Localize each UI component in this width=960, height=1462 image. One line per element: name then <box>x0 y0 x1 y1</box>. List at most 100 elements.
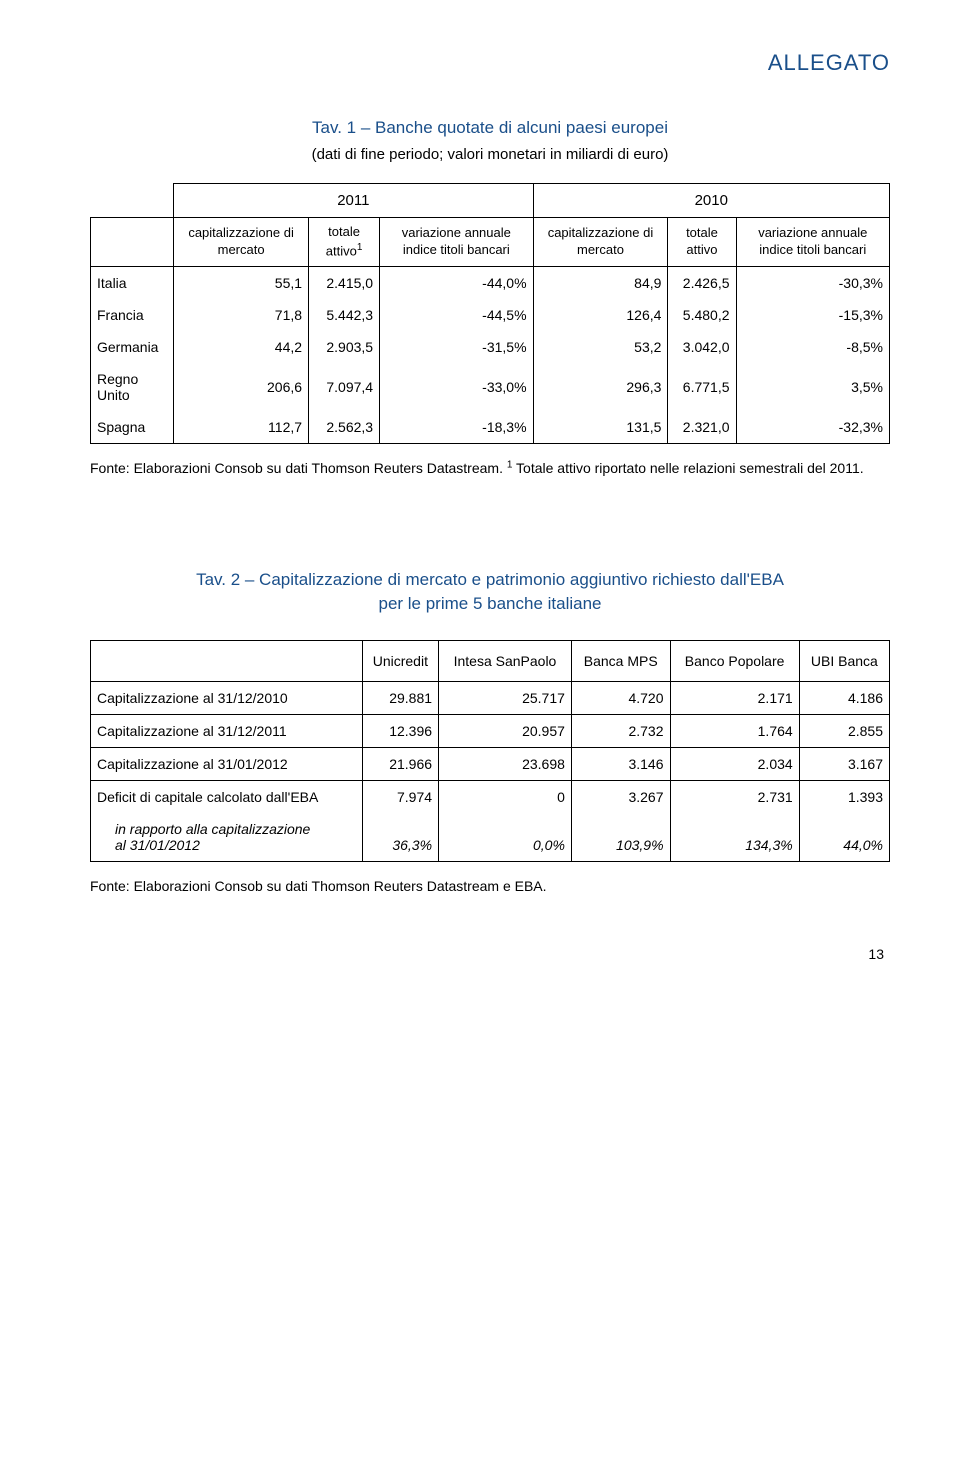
t2-r3-v1: 23.698 <box>439 747 572 780</box>
table-row: Capitalizzazione al 31/12/2010 29.881 25… <box>91 681 890 714</box>
t1-r1-c: Francia <box>91 299 174 331</box>
table2-h3: Banco Popolare <box>670 640 799 681</box>
t2-r5-v0: 36,3% <box>362 813 438 862</box>
t1-r1-v1: 5.442,3 <box>309 299 380 331</box>
t2-r5-v1: 0,0% <box>439 813 572 862</box>
table1-source-post: Totale attivo riportato nelle relazioni … <box>512 460 863 476</box>
t2-r4-label: Deficit di capitale calcolato dall'EBA <box>91 780 363 813</box>
t1-r3-v5: 3,5% <box>736 363 889 411</box>
t2-r4-v4: 1.393 <box>799 780 889 813</box>
t2-r2-v4: 2.855 <box>799 714 889 747</box>
t1-r3-c: Regno Unito <box>91 363 174 411</box>
t1-r2-v4: 3.042,0 <box>668 331 736 363</box>
t2-r2-label: Capitalizzazione al 31/12/2011 <box>91 714 363 747</box>
t1-r4-v4: 2.321,0 <box>668 411 736 444</box>
document-header: ALLEGATO <box>90 50 890 76</box>
t1-r4-v3: 131,5 <box>533 411 668 444</box>
table2-title: Tav. 2 – Capitalizzazione di mercato e p… <box>90 568 890 616</box>
t1-r2-v3: 53,2 <box>533 331 668 363</box>
table-row: Regno Unito 206,6 7.097,4 -33,0% 296,3 6… <box>91 363 890 411</box>
t1-r2-v1: 2.903,5 <box>309 331 380 363</box>
t1-r4-v1: 2.562,3 <box>309 411 380 444</box>
table1-source: Fonte: Elaborazioni Consob su dati Thoms… <box>90 458 890 478</box>
table2-title-l2: per le prime 5 banche italiane <box>378 594 601 613</box>
spacer <box>90 478 890 568</box>
t2-r2-v0: 12.396 <box>362 714 438 747</box>
t1-r0-v1: 2.415,0 <box>309 266 380 299</box>
page-number: 13 <box>90 946 890 962</box>
t1-r1-v5: -15,3% <box>736 299 889 331</box>
table-row: Capitalizzazione al 31/01/2012 21.966 23… <box>91 747 890 780</box>
t1-r4-v5: -32,3% <box>736 411 889 444</box>
t2-r2-v2: 2.732 <box>571 714 670 747</box>
t1-r1-v0: 71,8 <box>174 299 309 331</box>
table2-h1: Intesa SanPaolo <box>439 640 572 681</box>
t2-r5-label-l1: in rapporto alla capitalizzazione <box>115 821 310 837</box>
t2-r1-v4: 4.186 <box>799 681 889 714</box>
t1-r4-c: Spagna <box>91 411 174 444</box>
page-container: ALLEGATO Tav. 1 – Banche quotate di alcu… <box>0 0 960 1002</box>
t2-r5-label-l2: al 31/01/2012 <box>115 837 200 853</box>
t1-r3-v4: 6.771,5 <box>668 363 736 411</box>
gap <box>90 622 890 640</box>
t1-r3-v3: 296,3 <box>533 363 668 411</box>
table1-year-2011: 2011 <box>174 183 533 217</box>
t1-r0-v4: 2.426,5 <box>668 266 736 299</box>
table2-body: Capitalizzazione al 31/12/2010 29.881 25… <box>91 681 890 861</box>
t2-r4-v0: 7.974 <box>362 780 438 813</box>
t1-r4-v0: 112,7 <box>174 411 309 444</box>
table2-h2: Banca MPS <box>571 640 670 681</box>
t2-r5-v3: 134,3% <box>670 813 799 862</box>
table1-title: Tav. 1 – Banche quotate di alcuni paesi … <box>90 116 890 140</box>
table-row: Capitalizzazione al 31/12/2011 12.396 20… <box>91 714 890 747</box>
table1-body: Italia 55,1 2.415,0 -44,0% 84,9 2.426,5 … <box>91 266 890 443</box>
t1-r3-v0: 206,6 <box>174 363 309 411</box>
t1-r0-v3: 84,9 <box>533 266 668 299</box>
t1-r1-v3: 126,4 <box>533 299 668 331</box>
table-row: Spagna 112,7 2.562,3 -18,3% 131,5 2.321,… <box>91 411 890 444</box>
table-row: Deficit di capitale calcolato dall'EBA 7… <box>91 780 890 813</box>
table1-h-var2: variazione annuale indice titoli bancari <box>736 217 889 266</box>
t2-r2-v3: 1.764 <box>670 714 799 747</box>
t1-r0-v2: -44,0% <box>380 266 533 299</box>
t2-r3-v4: 3.167 <box>799 747 889 780</box>
table1-h-cap1: capitalizzazione di mercato <box>174 217 309 266</box>
t1-r0-v5: -30,3% <box>736 266 889 299</box>
t2-r4-v3: 2.731 <box>670 780 799 813</box>
table1-source-pre: Fonte: Elaborazioni Consob su dati Thoms… <box>90 460 507 476</box>
t1-r1-v4: 5.480,2 <box>668 299 736 331</box>
table-row: in rapporto alla capitalizzazione al 31/… <box>91 813 890 862</box>
t2-r3-label: Capitalizzazione al 31/01/2012 <box>91 747 363 780</box>
table-row: Germania 44,2 2.903,5 -31,5% 53,2 3.042,… <box>91 331 890 363</box>
t1-r1-v2: -44,5% <box>380 299 533 331</box>
table1-h-attivo1-text: totale attivo <box>326 224 360 258</box>
t2-r5-v4: 44,0% <box>799 813 889 862</box>
table1-h-var1: variazione annuale indice titoli bancari <box>380 217 533 266</box>
t1-r3-v1: 7.097,4 <box>309 363 380 411</box>
table1-rowhdr-blank <box>91 217 174 266</box>
table2-source: Fonte: Elaborazioni Consob su dati Thoms… <box>90 876 890 896</box>
table2-title-l1: Tav. 2 – Capitalizzazione di mercato e p… <box>196 570 784 589</box>
table1-subtitle: (dati di fine periodo; valori monetari i… <box>90 146 890 163</box>
table1-h-attivo2: totale attivo <box>668 217 736 266</box>
t2-r3-v2: 3.146 <box>571 747 670 780</box>
t2-r4-v1: 0 <box>439 780 572 813</box>
t1-r0-c: Italia <box>91 266 174 299</box>
t1-r2-v2: -31,5% <box>380 331 533 363</box>
t1-r2-v5: -8,5% <box>736 331 889 363</box>
t2-r1-v3: 2.171 <box>670 681 799 714</box>
t1-r2-c: Germania <box>91 331 174 363</box>
t2-r5-label: in rapporto alla capitalizzazione al 31/… <box>91 813 363 862</box>
t2-r3-v3: 2.034 <box>670 747 799 780</box>
t1-r2-v0: 44,2 <box>174 331 309 363</box>
table1-h-attivo1-sup: 1 <box>357 242 363 253</box>
t2-r1-label: Capitalizzazione al 31/12/2010 <box>91 681 363 714</box>
t1-r3-v2: -33,0% <box>380 363 533 411</box>
t2-r1-v2: 4.720 <box>571 681 670 714</box>
table2-corner <box>91 640 363 681</box>
table2-h4: UBI Banca <box>799 640 889 681</box>
t2-r1-v1: 25.717 <box>439 681 572 714</box>
table1-h-cap2: capitalizzazione di mercato <box>533 217 668 266</box>
table1-year-2010: 2010 <box>533 183 889 217</box>
table-row: Francia 71,8 5.442,3 -44,5% 126,4 5.480,… <box>91 299 890 331</box>
